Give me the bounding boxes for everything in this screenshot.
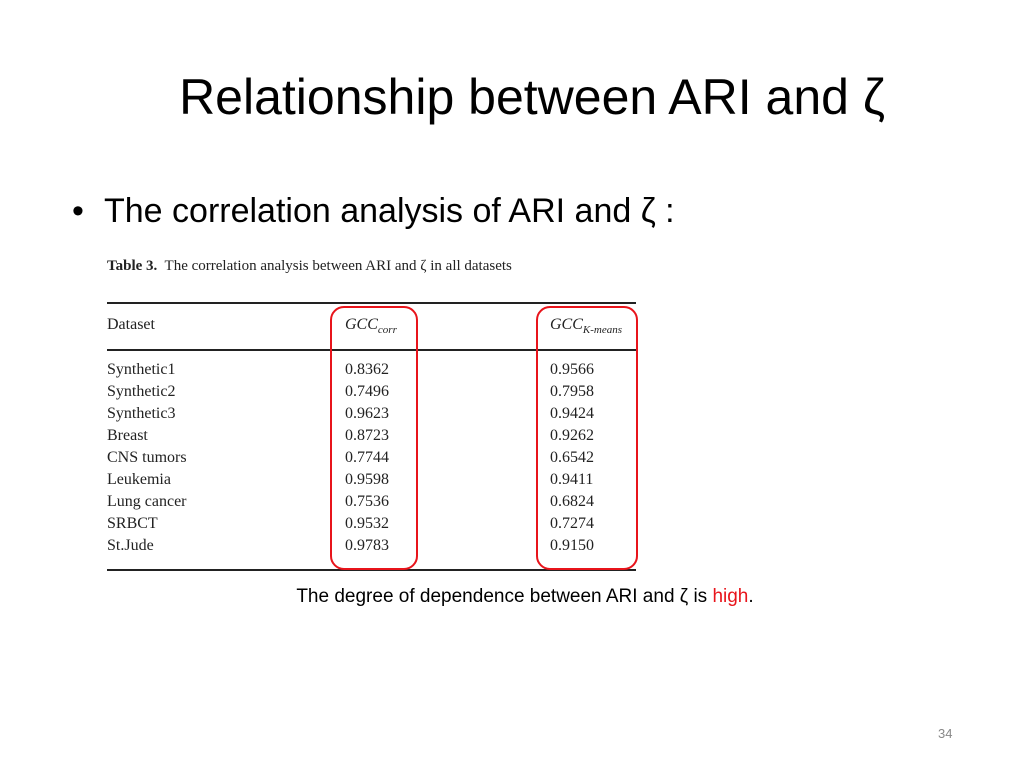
table-rule (107, 302, 636, 304)
page-number: 34 (938, 726, 953, 741)
table-value: 0.8723 (345, 427, 389, 444)
note-text: The degree of dependence between ARI and… (296, 586, 708, 607)
bullet-text: The correlation analysis of ARI and ζ : (104, 192, 675, 230)
header-subscript: corr (377, 324, 397, 337)
dataset-name: St.Jude (107, 537, 154, 554)
dataset-name: Leukemia (107, 471, 171, 488)
table-value: 0.7536 (345, 493, 389, 510)
table-caption: Table 3. The correlation analysis betwee… (107, 258, 512, 275)
dataset-name: Breast (107, 427, 148, 444)
caption-text: The correlation analysis between ARI and… (164, 258, 512, 274)
header-cell: GCCcorr (345, 316, 397, 336)
bullet-marker: • (72, 192, 84, 230)
table-value: 0.7496 (345, 383, 389, 400)
header-base: GCC (550, 316, 583, 333)
table-value: 0.9532 (345, 515, 389, 532)
table-value: 0.9262 (550, 427, 594, 444)
note: The degree of dependence between ARI and… (0, 586, 1024, 608)
table-value: 0.9783 (345, 537, 389, 554)
table-rule (107, 569, 636, 571)
dataset-name: Synthetic1 (107, 361, 176, 378)
highlight-box (330, 306, 418, 570)
note-highlight: high (712, 586, 749, 607)
table-value: 0.9424 (550, 405, 594, 422)
header-cell: GCCK-means (550, 316, 622, 336)
table-value: 0.6824 (550, 493, 594, 510)
table-rule (107, 349, 636, 351)
dataset-name: Synthetic3 (107, 405, 176, 422)
table-value: 0.7958 (550, 383, 594, 400)
slide-title: Relationship between ARI and ζ (179, 69, 885, 125)
table-value: 0.9150 (550, 537, 594, 554)
table-value: 0.7744 (345, 449, 389, 466)
table-value: 0.9623 (345, 405, 389, 422)
table-value: 0.9598 (345, 471, 389, 488)
dataset-name: SRBCT (107, 515, 158, 532)
header-cell: Dataset (107, 316, 155, 333)
note-end: . (748, 586, 754, 607)
table-label: Table 3. (107, 258, 158, 274)
header-subscript: K-means (582, 324, 623, 337)
table-value: 0.9566 (550, 361, 594, 378)
table-value: 0.9411 (550, 471, 594, 488)
dataset-name: Lung cancer (107, 493, 187, 510)
table-value: 0.8362 (345, 361, 389, 378)
table-value: 0.7274 (550, 515, 594, 532)
dataset-name: Synthetic2 (107, 383, 176, 400)
table-value: 0.6542 (550, 449, 594, 466)
header-base: GCC (345, 316, 378, 333)
dataset-name: CNS tumors (107, 449, 187, 466)
highlight-box (536, 306, 638, 570)
